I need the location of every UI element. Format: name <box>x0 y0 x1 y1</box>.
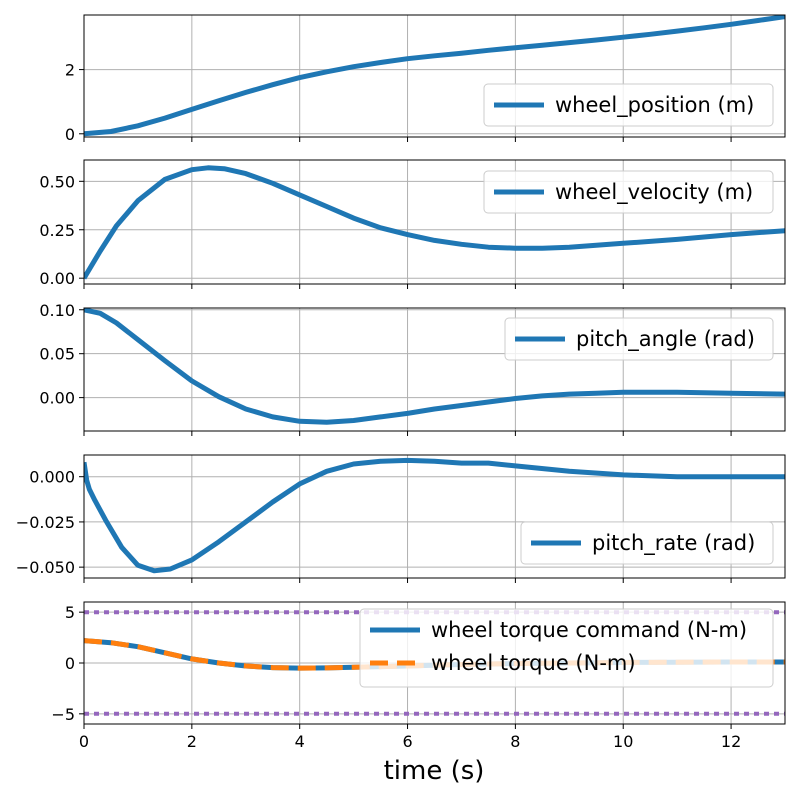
x-tick-label: 6 <box>402 732 412 751</box>
legend-box <box>359 608 774 688</box>
y-tick-label: 0.000 <box>29 468 75 487</box>
series-line <box>84 457 785 574</box>
series-line <box>84 15 785 137</box>
legend-box <box>504 317 774 361</box>
y-tick-label: 5 <box>65 603 75 622</box>
legend-box <box>483 83 774 127</box>
x-tick-label: 0 <box>79 732 89 751</box>
legend: wheel_velocity (m) <box>483 170 774 214</box>
y-tick-label: 2 <box>65 61 75 80</box>
y-tick-label: 0.05 <box>39 345 75 364</box>
x-tick-label: 4 <box>295 732 305 751</box>
y-tick-label: 0.10 <box>39 301 75 320</box>
y-tick-label: 0.00 <box>39 269 75 288</box>
legend: wheel_position (m) <box>483 83 774 127</box>
series-line <box>84 308 785 425</box>
legend: pitch_angle (rad) <box>504 317 774 361</box>
legend-box <box>520 521 774 565</box>
subplot-1: 0 2 wheel_position (m) <box>65 14 786 144</box>
series-line <box>84 165 785 280</box>
legend-label: wheel torque command (N-m) <box>431 618 747 642</box>
legend-label: wheel torque (N-m) <box>431 651 636 675</box>
y-tick-label: 0 <box>65 654 75 673</box>
legend: wheel torque command (N-m) wheel torque (… <box>359 608 774 688</box>
y-tick-label: 0 <box>65 125 75 144</box>
y-tick-label: 0.25 <box>39 221 75 240</box>
x-tick-label: 2 <box>187 732 197 751</box>
y-tick-label: 0.50 <box>39 172 75 191</box>
y-tick-label: −5 <box>51 705 75 724</box>
axes-frame <box>83 159 786 285</box>
legend-label: wheel_velocity (m) <box>555 180 753 205</box>
x-tick-label: 8 <box>510 732 520 751</box>
axes-frame <box>83 454 786 579</box>
axes-frame <box>83 307 786 432</box>
y-tick-label: 0.00 <box>39 389 75 408</box>
y-tick-label: −0.025 <box>16 513 75 532</box>
x-tick-label: 10 <box>613 732 633 751</box>
legend-label: pitch_angle (rad) <box>576 327 755 352</box>
subplot-3: 0.00 0.05 0.10 pitch_angle (rad) <box>39 301 786 436</box>
axes-frame <box>83 601 786 725</box>
legend-box <box>483 170 774 214</box>
subplot-2: 0.00 0.25 0.50 wheel_velocity (m) <box>39 159 786 289</box>
legend-label: pitch_rate (rad) <box>592 531 755 556</box>
subplot-4: 0.000 −0.025 −0.050 pitch_rate (rad) <box>16 454 786 583</box>
legend-label: wheel_position (m) <box>555 93 754 118</box>
legend: pitch_rate (rad) <box>520 521 774 565</box>
y-tick-label: −0.050 <box>16 558 75 577</box>
axes-frame <box>83 14 786 138</box>
x-tick-label: 12 <box>721 732 741 751</box>
x-axis-label: time (s) <box>384 756 485 786</box>
